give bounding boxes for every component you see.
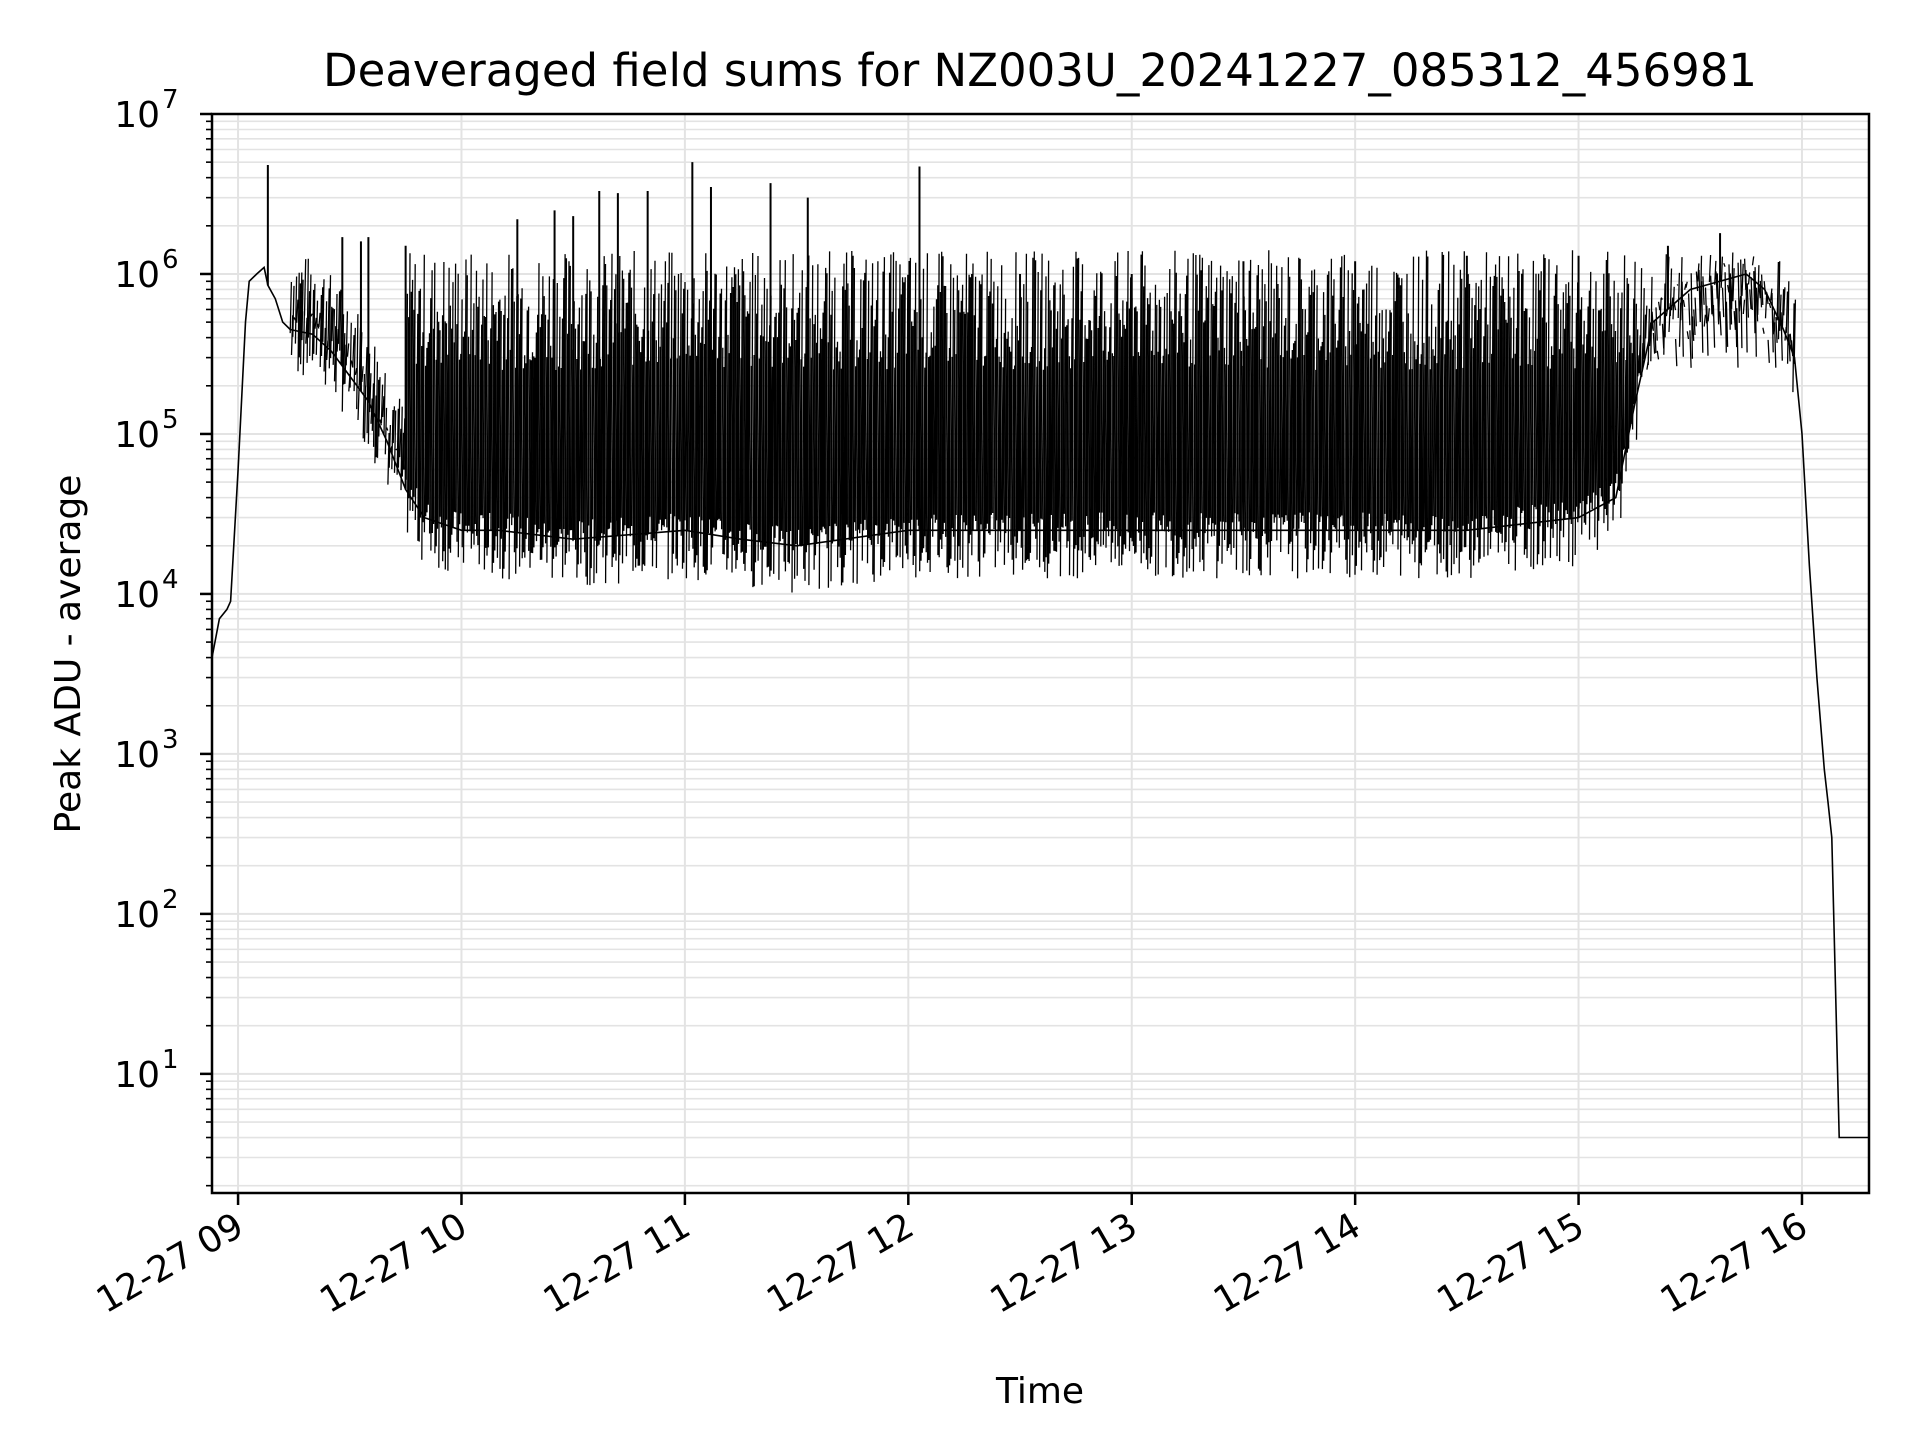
grid: [212, 114, 1869, 1193]
plot-area-frame: [210, 112, 1871, 1195]
x-tick-label: 12-27 09: [90, 1205, 251, 1321]
x-axis: 12-27 09 12-27 10 12-27 11 12-27 12 12-27 13…: [90, 1193, 1815, 1322]
y-tick-exponent: 3: [162, 725, 179, 755]
x-tick-label: 12-27 13: [984, 1205, 1145, 1321]
y-tick-exponent: 2: [162, 885, 179, 915]
x-tick-label: 12-27 15: [1430, 1205, 1591, 1321]
y-tick-label: 10: [114, 1055, 160, 1096]
y-tick-exponent: 1: [162, 1045, 179, 1075]
x-tick-label: 12-27 11: [537, 1205, 698, 1321]
y-axis-label: Peak ADU - average: [48, 475, 89, 834]
y-tick-label: 10: [114, 95, 160, 136]
x-tick-label: 12-27 12: [760, 1205, 921, 1321]
x-tick-label: 12-27 10: [313, 1205, 474, 1321]
noise-band: [289, 250, 1797, 593]
data-traces: [211, 162, 1869, 1139]
y-tick-label: 10: [114, 255, 160, 296]
y-tick-exponent: 7: [162, 85, 179, 115]
y-tick-exponent: 5: [162, 405, 179, 435]
y-tick-label: 10: [114, 735, 160, 776]
y-tick-label: 10: [114, 575, 160, 616]
y-tick-exponent: 4: [162, 565, 179, 595]
x-axis-label: Time: [995, 1371, 1084, 1412]
x-tick-label: 12-27 16: [1654, 1205, 1815, 1321]
chart-title: Deaveraged field sums for NZ003U_2024122…: [323, 44, 1757, 97]
y-tick-label: 10: [114, 415, 160, 456]
y-tick-label: 10: [114, 895, 160, 936]
y-tick-exponent: 6: [162, 245, 179, 275]
x-tick-label: 12-27 14: [1207, 1205, 1368, 1321]
